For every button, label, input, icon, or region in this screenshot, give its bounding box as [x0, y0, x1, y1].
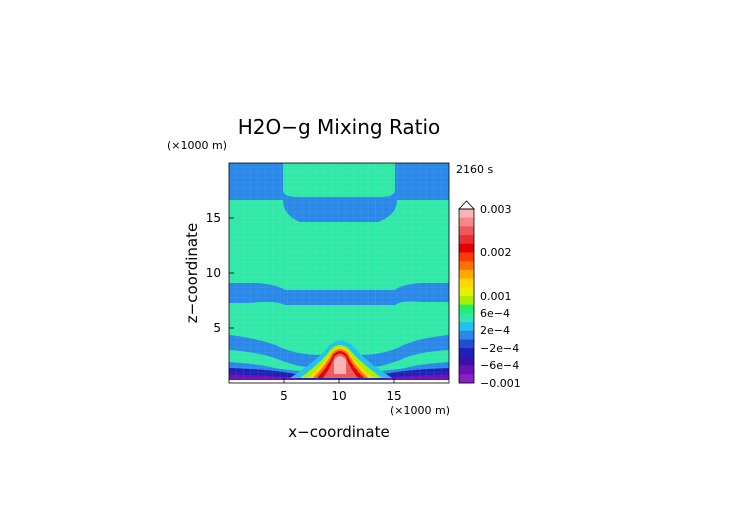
colorbar-swatch [459, 278, 474, 288]
colorbar-swatch [459, 269, 474, 279]
y-unit-label: (×1000 m) [167, 139, 227, 152]
colorbar-overflow-arrow [458, 200, 475, 210]
colorbar-swatch [459, 348, 474, 358]
colorbar-swatch [459, 226, 474, 236]
colorbar-swatch [459, 217, 474, 227]
y-tick-label: 5 [213, 321, 221, 335]
contour-field [229, 163, 449, 383]
colorbar-swatch [459, 235, 474, 245]
x-unit-label: (×1000 m) [390, 404, 450, 417]
colorbar-swatch [459, 374, 474, 384]
colorbar-frame [458, 208, 475, 384]
colorbar-swatch [459, 339, 474, 349]
colorbar-label: −0.001 [480, 377, 521, 390]
colorbar-swatch [459, 209, 474, 218]
colorbar-swatch [459, 322, 474, 332]
y-axis: 5 10 15 [206, 211, 234, 335]
colorbar-label: −6e−4 [480, 359, 519, 372]
colorbar-swatch [459, 261, 474, 271]
colorbar-swatch [459, 287, 474, 297]
colorbar-label: 2e−4 [480, 324, 510, 337]
colorbar-swatch [459, 296, 474, 305]
y-axis-label: z−coordinate [183, 223, 201, 323]
colorbar-label: 0.001 [480, 290, 512, 303]
y-tick-label: 10 [206, 266, 221, 280]
x-axis: 5 10 15 [280, 378, 402, 403]
chart-title: H2O−g Mixing Ratio [238, 115, 441, 139]
colorbar-swatch [459, 330, 474, 340]
colorbar-swatch [459, 304, 474, 314]
colorbar-label: −2e−4 [480, 342, 519, 355]
colorbar: 0.003 0.002 0.001 6e−4 2e−4 −2e−4 −6e−4 −0.001 [458, 200, 521, 390]
x-tick-label: 10 [331, 389, 346, 403]
colorbar-swatch [459, 243, 474, 253]
colorbar-label: 0.003 [480, 203, 512, 216]
colorbar-swatch [459, 356, 474, 366]
y-tick-label: 15 [206, 211, 221, 225]
x-axis-label: x−coordinate [288, 423, 389, 441]
colorbar-swatch [459, 313, 474, 323]
colorbar-swatch [459, 365, 474, 375]
colorbar-label: 0.002 [480, 246, 512, 259]
x-tick-label: 15 [386, 389, 401, 403]
colorbar-label: 6e−4 [480, 307, 510, 320]
colorbar-swatch [459, 252, 474, 262]
time-label: 2160 s [456, 163, 493, 176]
x-tick-label: 5 [280, 389, 288, 403]
